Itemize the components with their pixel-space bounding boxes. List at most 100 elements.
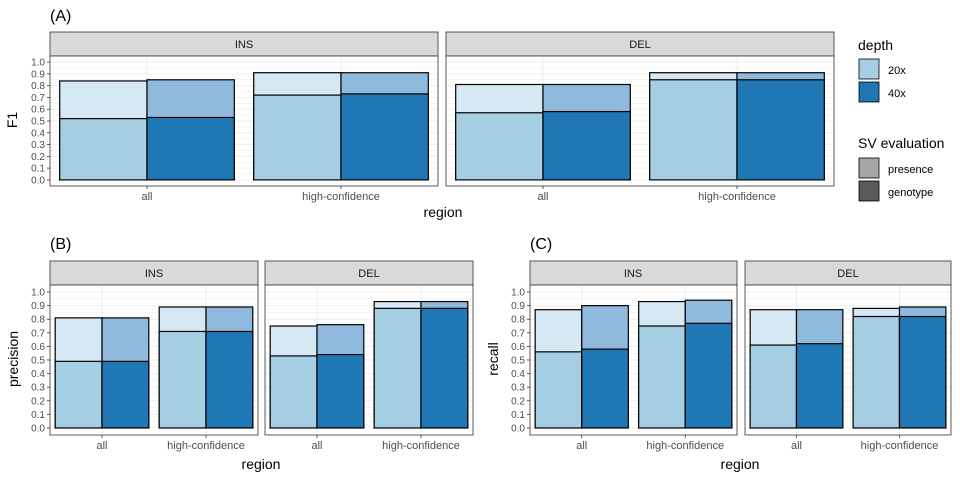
y-tick-label: 0.8 [31,315,45,326]
legend-title-depth: depth [858,37,893,53]
x-axis-title-a: region [424,204,463,220]
y-tick-label: 0.7 [31,328,45,339]
x-tick-label: high-confidence [382,440,460,452]
strip-a-ins [49,31,439,57]
x-tick-label: all [576,440,587,452]
panel-label-a: (A) [50,8,71,25]
y-tick-label: 1.0 [31,58,45,69]
legend-label-40x: 40x [888,88,906,100]
bar-genotype-40x-all [101,360,150,429]
y-tick-label: 0.7 [31,93,45,104]
x-tick-label: all [311,440,322,452]
y-tick-label: 0.2 [31,396,45,407]
y-tick-label: 1.0 [31,288,45,299]
y-tick-label: 0.4 [511,369,525,380]
y-tick-label: 0.0 [31,423,45,434]
legend-key-40x [858,81,880,103]
x-tick-label: high-confidence [167,440,245,452]
x-axis-title-c: region [721,456,760,472]
panel-border [264,284,474,436]
bar-genotype-20x-high-confidence [638,325,686,429]
strip-label-a-del: DEL [629,39,650,51]
bar-genotype-20x-high-confidence [649,79,738,181]
bar-genotype-40x-all [542,110,631,181]
bar-genotype-40x-all [581,348,629,429]
panel-a-del: all high-confidence [445,55,835,203]
y-tick-label: 0.8 [31,81,45,92]
y-tick-label: 0.4 [31,369,45,380]
bar-genotype-40x-high-confidence [684,322,733,429]
bar-genotype-40x-high-confidence [898,315,947,429]
bar-genotype-20x-high-confidence [253,94,342,181]
x-tick-label: all [791,440,802,452]
legend-label-genotype: genotype [888,187,933,199]
x-tick-label: all [141,191,152,203]
y-tick-label: 0.6 [511,342,525,353]
y-tick-label: 0.9 [31,69,45,80]
strip-label-b-ins: INS [145,268,163,280]
y-tick-label: 0.1 [31,410,45,421]
bar-genotype-20x-high-confidence [852,315,901,429]
y-axis-title-a: F1 [4,112,20,129]
panel-label-c: (C) [530,236,552,253]
bar-genotype-40x-high-confidence [420,307,469,429]
strip-c-del [744,260,952,286]
y-tick-label: 0.4 [31,128,45,139]
legend-label-presence: presence [888,164,933,176]
x-tick-label: all [537,191,548,203]
x-tick-label: all [96,440,107,452]
y-tick-label: 0.1 [31,164,45,175]
strip-label-b-del: DEL [358,268,379,280]
panel-b-ins: all high-confidence 0.0 0.1 0.2 0.3 0.4 0.5 0.6 0… [31,284,259,452]
x-tick-label: high-confidence [302,191,380,203]
y-tick-label: 0.7 [511,328,525,339]
strip-label-a-ins: INS [235,39,253,51]
legend-key-presence [858,157,880,179]
strip-label-c-del: DEL [837,268,858,280]
y-tick-label: 0.3 [31,383,45,394]
y-tick-label: 0.3 [31,140,45,151]
y-axis-title-b: precision [5,331,21,387]
y-tick-label: 0.3 [511,383,525,394]
y-tick-label: 0.1 [511,410,525,421]
panel-a-ins: all high-confidence0.00.10.20.30.40.50.60… [31,55,439,203]
x-tick-label: high-confidence [698,191,776,203]
bar-genotype-20x-all [749,344,798,429]
bar-genotype-20x-all [54,360,103,429]
y-tick-label: 0.5 [31,117,45,128]
y-tick-label: 0.9 [511,301,525,312]
strip-c-ins [529,260,738,286]
y-tick-label: 0.9 [31,301,45,312]
bar-genotype-40x-all [146,116,235,181]
y-tick-label: 0.0 [31,175,45,186]
bar-genotype-20x-all [455,112,544,181]
bar-genotype-20x-high-confidence [373,307,422,429]
bar-genotype-20x-all [269,355,318,429]
panel-b-del: all high-confidence [264,284,474,452]
y-tick-label: 0.2 [511,396,525,407]
y-tick-label: 1.0 [511,288,525,299]
bar-genotype-40x-high-confidence [736,79,825,181]
legend-key-20x [858,58,880,80]
panel-c-ins: all high-confidence 0.0 0.1 0.2 0.3 0.4 0.5 0.6 0… [511,284,738,452]
bar-genotype-20x-all [534,351,583,429]
bar-genotype-40x-all [795,343,844,429]
panel-label-b: (B) [50,236,71,253]
x-tick-label: high-confidence [861,440,939,452]
legend-title-sv-evaluation: SV evaluation [858,135,944,151]
facet-strips: INS DEL INS DEL INS DEL [49,31,952,286]
y-tick-label: 0.6 [31,105,45,116]
bar-genotype-40x-high-confidence [205,330,254,429]
legend-label-20x: 20x [888,65,906,77]
panel-border [445,55,835,187]
strip-label-c-ins: INS [624,268,642,280]
bar-genotype-40x-high-confidence [340,93,429,181]
strip-b-ins [49,260,259,286]
y-tick-label: 0.8 [511,315,525,326]
y-tick-label: 0.2 [31,152,45,163]
legend: depth 20x 40x SV evaluation presence gen… [858,37,944,202]
bar-genotype-20x-all [59,118,148,181]
y-tick-label: 0.0 [511,423,525,434]
strip-b-del [264,260,474,286]
bar-genotype-20x-high-confidence [158,330,207,429]
